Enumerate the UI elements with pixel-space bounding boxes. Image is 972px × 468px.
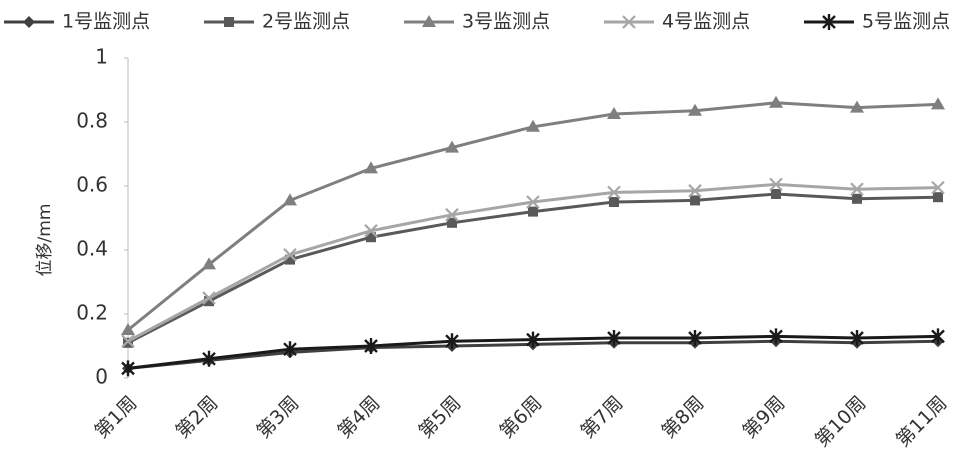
x-tick-label: 第8周: [657, 392, 708, 443]
marker: [931, 180, 945, 195]
marker: [285, 254, 295, 265]
marker: [526, 331, 540, 348]
marker: [769, 177, 783, 192]
y-tick-label: 1: [95, 45, 108, 69]
marker: [931, 97, 945, 110]
marker: [364, 161, 378, 174]
marker: [121, 360, 135, 377]
marker: [852, 193, 862, 204]
marker: [445, 333, 459, 350]
marker: [850, 100, 864, 113]
marker: [364, 224, 378, 238]
marker: [447, 217, 457, 228]
x-tick-label: 第9周: [738, 392, 789, 443]
marker: [769, 95, 783, 108]
legend-marker: [622, 15, 636, 29]
marker: [121, 323, 135, 335]
x-tick-label: 第11周: [892, 392, 952, 452]
marker: [771, 189, 781, 199]
y-tick-label: 0.6: [76, 173, 108, 197]
marker: [609, 197, 619, 207]
marker: [607, 185, 621, 200]
x-tick-label: 第2周: [171, 392, 222, 443]
marker: [445, 208, 459, 222]
marker: [364, 338, 378, 354]
marker: [690, 195, 700, 206]
marker: [933, 192, 943, 203]
marker: [202, 291, 216, 305]
marker: [202, 350, 216, 367]
marker: [366, 232, 376, 243]
marker: [607, 330, 621, 346]
marker: [202, 257, 216, 270]
marker: [688, 184, 702, 198]
legend-marker: [23, 16, 35, 28]
x-tick-label: 第5周: [414, 392, 465, 443]
marker: [204, 296, 214, 307]
marker: [526, 195, 540, 209]
y-axis-label: 位移/mm: [35, 204, 55, 277]
legend-label: 3号监测点: [462, 11, 550, 33]
marker: [688, 330, 702, 346]
marker: [850, 330, 864, 346]
marker: [769, 328, 783, 345]
legend-label: 2号监测点: [262, 11, 350, 33]
legend-label: 4号监测点: [662, 11, 750, 33]
marker: [283, 341, 297, 358]
legend-marker: [822, 14, 836, 30]
y-tick-label: 0.2: [76, 301, 108, 325]
marker: [123, 337, 133, 348]
legend-label: 5号监测点: [862, 11, 950, 33]
marker: [528, 206, 538, 217]
marker: [850, 182, 864, 196]
y-tick-label: 0.8: [76, 109, 108, 133]
legend-marker: [422, 15, 436, 27]
x-tick-label: 第4周: [333, 392, 384, 443]
y-tick-label: 0.4: [76, 237, 108, 261]
marker: [607, 107, 621, 119]
x-tick-label: 第3周: [252, 392, 303, 443]
legend-marker: [224, 17, 234, 27]
x-tick-label: 第7周: [576, 392, 627, 443]
marker: [283, 248, 297, 262]
marker: [526, 119, 540, 132]
legend-label: 1号监测点: [62, 11, 150, 33]
marker: [445, 140, 459, 153]
marker: [283, 193, 297, 206]
y-tick-label: 0: [95, 365, 108, 389]
marker: [121, 334, 135, 348]
marker: [688, 103, 702, 116]
marker: [931, 328, 945, 345]
x-tick-label: 第10周: [811, 392, 871, 452]
x-tick-label: 第6周: [495, 392, 546, 443]
x-tick-label: 第1周: [90, 392, 141, 443]
